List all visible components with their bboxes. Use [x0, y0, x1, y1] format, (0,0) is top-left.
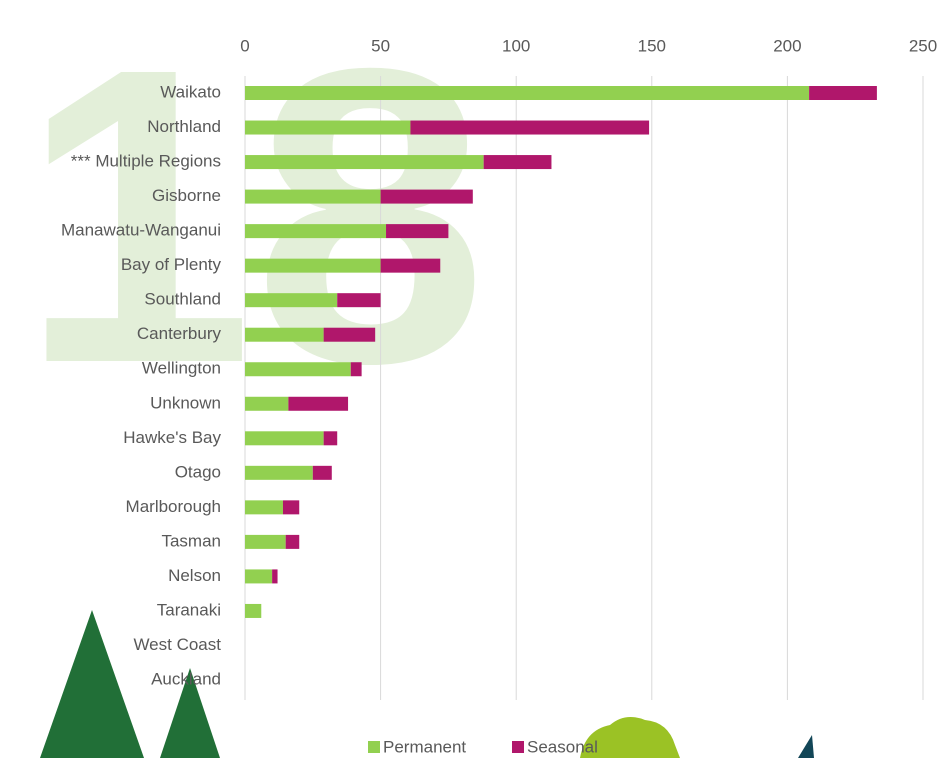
- y-tick-label: Hawke's Bay: [123, 428, 221, 447]
- y-tick-label: Gisborne: [152, 186, 221, 205]
- x-tick-label: 100: [502, 36, 530, 55]
- bar-segment: [245, 224, 387, 239]
- bar-segment: [350, 362, 362, 377]
- y-tick-label: Otago: [175, 462, 221, 481]
- bar-segment: [809, 86, 877, 100]
- legend-swatch: [512, 741, 524, 753]
- x-tick-label: 50: [371, 36, 390, 55]
- legend-label: Seasonal: [527, 737, 598, 756]
- y-tick-label: Auckland: [151, 669, 221, 688]
- y-tick-label: *** Multiple Regions: [71, 152, 221, 171]
- bar-segment: [245, 362, 351, 377]
- legend-swatch: [368, 741, 380, 753]
- bar-segment: [282, 500, 300, 515]
- bar-segment: [386, 224, 449, 239]
- y-tick-label: Wellington: [142, 359, 221, 378]
- bar-segment: [245, 534, 286, 549]
- bar-segment: [323, 431, 338, 446]
- x-tick-label: 150: [638, 36, 666, 55]
- bar-segment: [410, 120, 650, 135]
- y-tick-label: Southland: [144, 290, 221, 309]
- y-tick-label: Unknown: [150, 393, 221, 412]
- bar-segment: [312, 465, 332, 480]
- bar-segment: [288, 396, 349, 411]
- x-tick-label: 0: [240, 36, 249, 55]
- bar-segment: [272, 569, 278, 584]
- shape: [798, 735, 814, 758]
- bar-segment: [245, 120, 411, 135]
- y-tick-label: Waikato: [160, 82, 221, 101]
- y-tick-label: Northland: [147, 117, 221, 136]
- tree: [160, 668, 220, 758]
- y-tick-label: Nelson: [168, 566, 221, 585]
- bar-segment: [337, 293, 381, 308]
- y-tick-label: Manawatu-Wanganui: [61, 221, 221, 240]
- bar-segment: [483, 155, 552, 170]
- bar-segment: [245, 603, 262, 618]
- bar-segment: [245, 500, 283, 515]
- bar-segment: [245, 327, 324, 342]
- bar-segment: [285, 534, 300, 549]
- bar-segment: [245, 189, 381, 204]
- bar-segment: [380, 258, 441, 273]
- bar-segment: [323, 327, 376, 342]
- bar-segment: [245, 293, 338, 308]
- bar-segment: [380, 189, 473, 204]
- bar-segment: [245, 569, 273, 584]
- tree: [40, 610, 144, 758]
- bar-segment: [245, 465, 313, 480]
- bar-segment: [245, 431, 324, 446]
- bar-segment: [245, 258, 381, 273]
- bar-segment: [245, 86, 810, 100]
- y-tick-label: West Coast: [133, 635, 221, 654]
- bar-segment: [245, 396, 289, 411]
- y-tick-label: Canterbury: [137, 324, 222, 343]
- y-tick-label: Bay of Plenty: [121, 255, 222, 274]
- bush: [580, 716, 680, 758]
- y-tick-label: Taranaki: [157, 600, 221, 619]
- plot-area: 0 50 100 150 200 250 Waikato Northland *** Multi…: [61, 36, 937, 756]
- x-tick-label: 250: [909, 36, 937, 55]
- legend-label: Permanent: [383, 737, 466, 756]
- y-tick-label: Tasman: [161, 531, 221, 550]
- y-tick-label: Marlborough: [126, 497, 221, 516]
- x-tick-label: 200: [773, 36, 801, 55]
- bar-segment: [245, 155, 484, 170]
